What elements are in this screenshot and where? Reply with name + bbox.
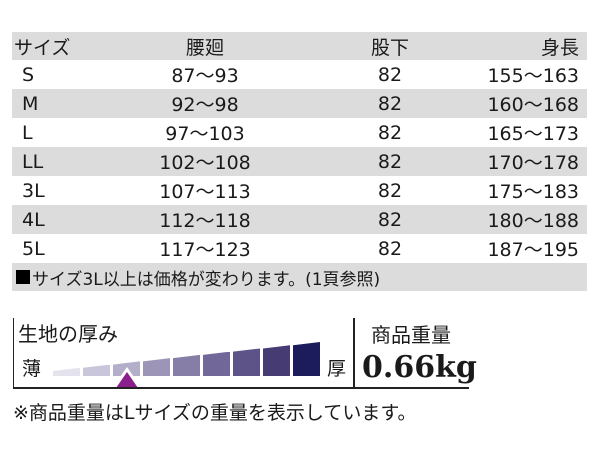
product-weight-title: 商品重量	[371, 323, 451, 347]
table-row: 5L 117〜123 82 187〜195	[12, 234, 587, 263]
cell-inseam: 82	[377, 63, 403, 86]
cell-size: 5L	[22, 237, 45, 260]
cell-inseam: 82	[377, 121, 403, 144]
cell-waist: 117〜123	[159, 239, 251, 261]
thin-label: 薄	[22, 358, 42, 380]
table-row: 4L 112〜118 82 180〜188	[12, 205, 587, 234]
cell-inseam: 82	[377, 208, 403, 231]
thickness-level-9	[293, 342, 320, 376]
thick-label: 厚	[327, 358, 347, 380]
cell-height: 160〜168	[487, 94, 579, 116]
section-divider	[353, 318, 355, 388]
table-row: S 87〜93 82 155〜163	[12, 60, 587, 89]
fabric-thickness-panel: 生地の厚み 薄 厚	[13, 318, 354, 388]
table-row: L 97〜103 82 165〜173	[12, 118, 587, 147]
table-row: 3L 107〜113 82 175〜183	[12, 176, 587, 205]
table-row: M 92〜98 82 160〜168	[12, 89, 587, 118]
product-weight-value: 0.66kg	[362, 350, 477, 385]
thickness-level-8	[263, 345, 290, 376]
table-row: LL 102〜108 82 170〜178	[12, 147, 587, 176]
cell-size: L	[22, 121, 33, 144]
price-note: サイズ3L以上は価格が変わります。(1頁参照)	[12, 263, 587, 291]
thickness-level-6	[203, 351, 230, 376]
thickness-level-7	[233, 348, 260, 376]
cell-waist: 97〜103	[165, 123, 245, 145]
thickness-level-1	[53, 367, 80, 376]
price-note-text: サイズ3L以上は価格が変わります。(1頁参照)	[32, 269, 381, 290]
cell-waist: 107〜113	[159, 181, 251, 203]
cell-inseam: 82	[377, 237, 403, 260]
cell-height: 170〜178	[487, 152, 579, 174]
header-height: 身長	[540, 36, 579, 59]
cell-size: 3L	[22, 179, 45, 202]
square-bullet-icon	[16, 270, 30, 284]
cell-size: LL	[22, 150, 44, 173]
weight-footnote: ※商品重量はLサイズの重量を表示しています。	[13, 402, 417, 424]
cell-height: 165〜173	[487, 123, 579, 145]
cell-height: 187〜195	[487, 239, 579, 261]
cell-waist: 87〜93	[171, 65, 239, 87]
cell-inseam: 82	[377, 179, 403, 202]
header-waist: 腰廻	[185, 36, 224, 59]
table-header-row: サイズ 腰廻 股下 身長	[12, 32, 587, 60]
bottom-rule	[13, 387, 469, 389]
cell-inseam: 82	[377, 92, 403, 115]
thickness-scale	[53, 340, 323, 388]
cell-waist: 92〜98	[171, 94, 239, 116]
fabric-thickness-title: 生地の厚み	[18, 322, 118, 346]
cell-size: M	[22, 92, 39, 115]
header-size: サイズ	[14, 36, 71, 59]
thickness-level-2	[83, 364, 110, 376]
triangle-marker-icon	[115, 372, 138, 388]
cell-inseam: 82	[377, 150, 403, 173]
thickness-level-4	[143, 358, 170, 376]
header-inseam: 股下	[370, 36, 409, 59]
cell-height: 175〜183	[487, 181, 579, 203]
thickness-level-5	[173, 354, 200, 376]
cell-height: 180〜188	[487, 210, 579, 232]
cell-height: 155〜163	[487, 65, 579, 87]
cell-waist: 102〜108	[159, 152, 251, 174]
cell-size: 4L	[22, 208, 45, 231]
size-table: サイズ 腰廻 股下 身長 S 87〜93 82 155〜163 M 92〜98 …	[12, 32, 587, 291]
cell-size: S	[22, 63, 35, 86]
cell-waist: 112〜118	[159, 210, 251, 232]
